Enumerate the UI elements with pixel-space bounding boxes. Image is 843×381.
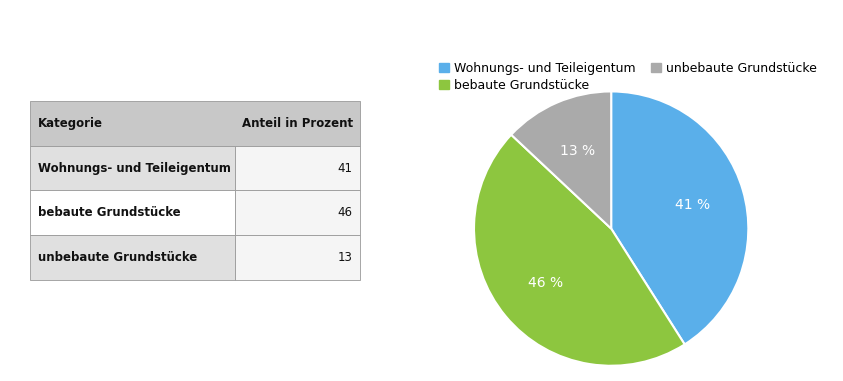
Legend: Wohnungs- und Teileigentum, bebaute Grundstücke, unbebaute Grundstücke: Wohnungs- und Teileigentum, bebaute Grun… bbox=[439, 62, 817, 92]
Text: 13 %: 13 % bbox=[560, 144, 595, 158]
Text: Kategorie: Kategorie bbox=[38, 117, 103, 130]
Text: Anteil in Prozent: Anteil in Prozent bbox=[242, 117, 353, 130]
Wedge shape bbox=[511, 91, 611, 229]
FancyBboxPatch shape bbox=[30, 146, 235, 190]
FancyBboxPatch shape bbox=[30, 101, 361, 146]
FancyBboxPatch shape bbox=[235, 190, 361, 235]
Text: 41 %: 41 % bbox=[675, 198, 711, 212]
FancyBboxPatch shape bbox=[235, 235, 361, 280]
Wedge shape bbox=[611, 91, 749, 344]
FancyBboxPatch shape bbox=[30, 235, 235, 280]
FancyBboxPatch shape bbox=[30, 190, 235, 235]
Text: unbebaute Grundstücke: unbebaute Grundstücke bbox=[38, 251, 197, 264]
FancyBboxPatch shape bbox=[235, 146, 361, 190]
Text: 46 %: 46 % bbox=[528, 276, 563, 290]
Text: 46: 46 bbox=[338, 206, 353, 219]
Wedge shape bbox=[474, 135, 685, 366]
Text: 41: 41 bbox=[338, 162, 353, 175]
Text: bebaute Grundstücke: bebaute Grundstücke bbox=[38, 206, 180, 219]
Text: 13: 13 bbox=[338, 251, 353, 264]
Text: Wohnungs- und Teileigentum: Wohnungs- und Teileigentum bbox=[38, 162, 231, 175]
